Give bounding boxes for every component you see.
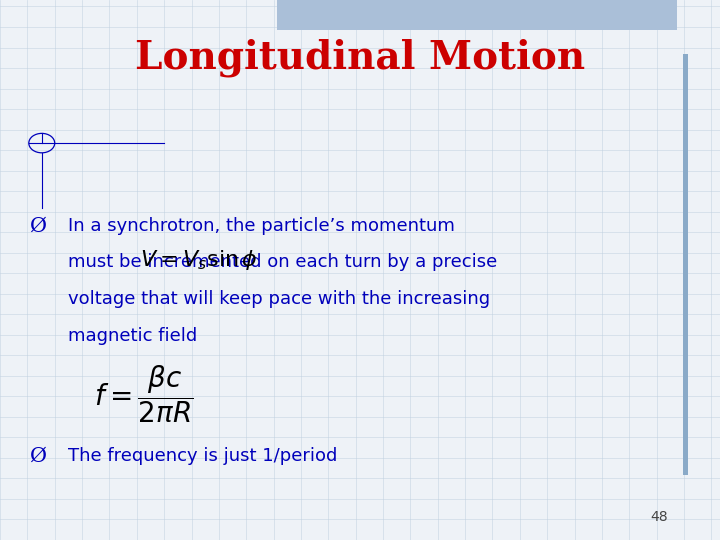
Text: In a synchrotron, the particle’s momentum: In a synchrotron, the particle’s momentu… [68, 217, 455, 235]
Text: $f = \dfrac{\beta c}{2\pi R}$: $f = \dfrac{\beta c}{2\pi R}$ [94, 363, 193, 425]
Text: $V = V_s \sin\phi$: $V = V_s \sin\phi$ [140, 248, 258, 272]
Text: voltage that will keep pace with the increasing: voltage that will keep pace with the inc… [68, 290, 490, 308]
Text: 48: 48 [650, 510, 667, 524]
Text: Ø: Ø [29, 447, 46, 466]
Bar [683, 54, 688, 475]
Text: Ø: Ø [29, 216, 46, 235]
Text: The frequency is just 1/period: The frequency is just 1/period [68, 447, 338, 465]
Text: must be incremented on each turn by a precise: must be incremented on each turn by a pr… [68, 253, 498, 272]
Bar [277, 0, 677, 30]
Text: Longitudinal Motion: Longitudinal Motion [135, 38, 585, 77]
Text: magnetic field: magnetic field [68, 327, 198, 345]
